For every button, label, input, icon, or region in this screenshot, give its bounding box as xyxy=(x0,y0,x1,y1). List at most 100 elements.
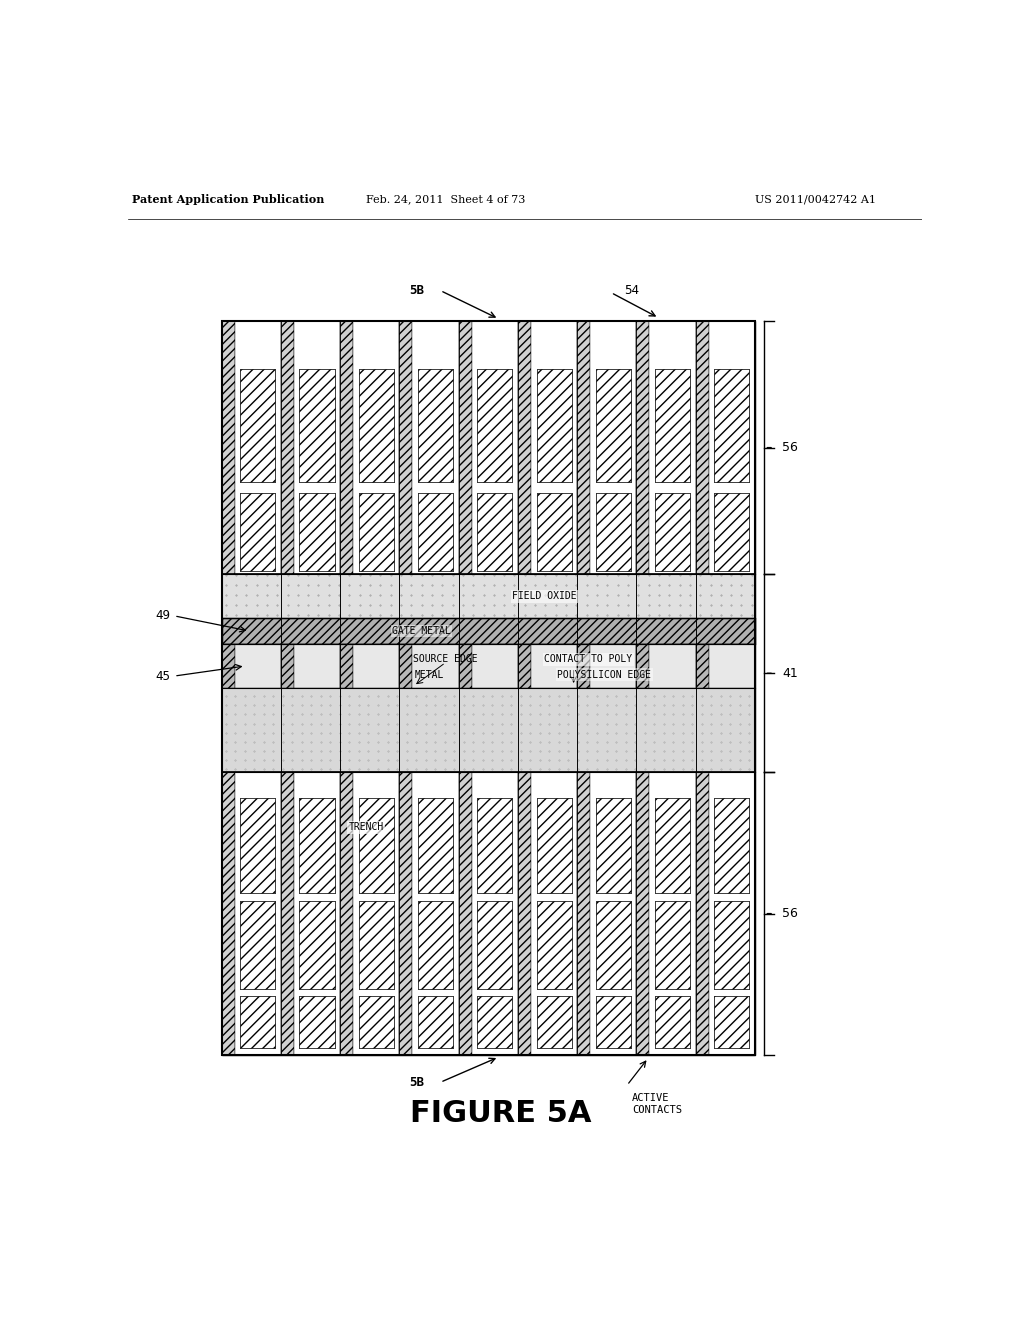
Bar xyxy=(294,644,340,688)
Bar xyxy=(418,494,454,570)
Bar xyxy=(709,321,755,574)
Bar xyxy=(655,368,690,483)
Text: FIGURE 5A: FIGURE 5A xyxy=(411,1100,592,1129)
Bar xyxy=(299,997,335,1048)
Bar xyxy=(299,494,335,570)
Bar xyxy=(399,772,413,1055)
Bar xyxy=(715,494,750,570)
Bar xyxy=(221,321,755,1055)
Bar xyxy=(578,321,590,574)
Bar xyxy=(241,494,275,570)
Bar xyxy=(477,368,512,483)
Text: 5B: 5B xyxy=(410,1076,424,1089)
Text: 41: 41 xyxy=(782,667,798,680)
Text: 49: 49 xyxy=(155,610,170,622)
Bar xyxy=(299,368,335,483)
Bar xyxy=(221,772,234,1055)
Bar xyxy=(418,997,454,1048)
Bar xyxy=(472,321,518,574)
Bar xyxy=(655,494,690,570)
Bar xyxy=(418,368,454,483)
Bar xyxy=(241,494,275,570)
Bar xyxy=(241,799,275,894)
Bar xyxy=(294,772,340,1055)
Bar xyxy=(477,900,512,989)
Bar xyxy=(537,997,571,1048)
Bar xyxy=(537,799,571,894)
Bar xyxy=(531,321,578,574)
Bar xyxy=(531,644,578,688)
Bar xyxy=(637,772,649,1055)
Bar xyxy=(715,368,750,483)
Bar xyxy=(234,644,281,688)
Bar xyxy=(537,494,571,570)
Bar xyxy=(358,494,394,570)
Bar xyxy=(655,799,690,894)
Bar xyxy=(221,644,755,688)
Bar xyxy=(459,644,472,688)
Bar xyxy=(241,900,275,989)
Bar xyxy=(715,997,750,1048)
Bar xyxy=(221,618,755,644)
Bar xyxy=(596,494,631,570)
Bar xyxy=(518,644,531,688)
Bar xyxy=(590,644,637,688)
Bar xyxy=(418,900,454,989)
Bar xyxy=(353,772,399,1055)
Bar xyxy=(358,997,394,1048)
Bar xyxy=(299,799,335,894)
Bar xyxy=(477,494,512,570)
Bar xyxy=(518,772,531,1055)
Bar xyxy=(596,494,631,570)
Bar xyxy=(655,494,690,570)
Text: ACTIVE
CONTACTS: ACTIVE CONTACTS xyxy=(632,1093,682,1115)
Bar xyxy=(578,772,590,1055)
Bar xyxy=(596,900,631,989)
Text: METAL: METAL xyxy=(415,669,444,680)
Bar xyxy=(340,321,353,574)
Text: FIELD OXIDE: FIELD OXIDE xyxy=(512,591,577,601)
Text: 56: 56 xyxy=(782,907,798,920)
Bar xyxy=(596,900,631,989)
Bar xyxy=(221,688,755,772)
Bar xyxy=(413,321,459,574)
Bar xyxy=(715,799,750,894)
Bar xyxy=(596,799,631,894)
Bar xyxy=(413,644,459,688)
Text: 5B: 5B xyxy=(410,284,424,297)
Bar xyxy=(590,321,637,574)
Bar xyxy=(299,368,335,483)
Bar xyxy=(418,799,454,894)
Bar xyxy=(649,321,695,574)
Bar xyxy=(234,321,281,574)
Bar xyxy=(709,772,755,1055)
Bar xyxy=(477,900,512,989)
Bar xyxy=(477,368,512,483)
Bar xyxy=(221,644,234,688)
Text: Feb. 24, 2011  Sheet 4 of 73: Feb. 24, 2011 Sheet 4 of 73 xyxy=(366,194,525,205)
Bar xyxy=(531,772,578,1055)
Bar xyxy=(655,997,690,1048)
Bar xyxy=(655,997,690,1048)
Bar xyxy=(221,772,755,1055)
Bar xyxy=(477,494,512,570)
Bar xyxy=(715,799,750,894)
Bar xyxy=(695,644,709,688)
Bar xyxy=(340,772,353,1055)
Text: 45: 45 xyxy=(155,669,170,682)
Bar xyxy=(537,368,571,483)
Bar xyxy=(281,321,294,574)
Bar xyxy=(241,997,275,1048)
Bar xyxy=(649,644,695,688)
Bar xyxy=(358,900,394,989)
Bar xyxy=(418,368,454,483)
Bar xyxy=(655,900,690,989)
Bar xyxy=(715,368,750,483)
Bar xyxy=(399,644,413,688)
Bar xyxy=(477,799,512,894)
Bar xyxy=(537,997,571,1048)
Text: 56: 56 xyxy=(782,441,798,454)
Bar xyxy=(715,900,750,989)
Bar xyxy=(590,772,637,1055)
Bar xyxy=(695,772,709,1055)
